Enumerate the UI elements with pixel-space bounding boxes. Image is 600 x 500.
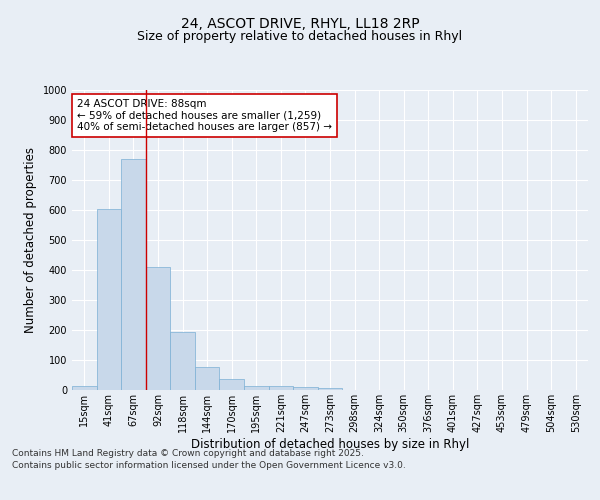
Bar bbox=[269, 386, 293, 390]
Text: 24, ASCOT DRIVE, RHYL, LL18 2RP: 24, ASCOT DRIVE, RHYL, LL18 2RP bbox=[181, 18, 419, 32]
Text: 24 ASCOT DRIVE: 88sqm
← 59% of detached houses are smaller (1,259)
40% of semi-d: 24 ASCOT DRIVE: 88sqm ← 59% of detached … bbox=[77, 99, 332, 132]
Bar bbox=[244, 386, 269, 390]
Y-axis label: Number of detached properties: Number of detached properties bbox=[24, 147, 37, 333]
Bar bbox=[146, 267, 170, 390]
Bar bbox=[97, 208, 121, 390]
X-axis label: Distribution of detached houses by size in Rhyl: Distribution of detached houses by size … bbox=[191, 438, 469, 450]
Bar bbox=[293, 387, 318, 390]
Text: Contains public sector information licensed under the Open Government Licence v3: Contains public sector information licen… bbox=[12, 461, 406, 470]
Text: Contains HM Land Registry data © Crown copyright and database right 2025.: Contains HM Land Registry data © Crown c… bbox=[12, 448, 364, 458]
Bar bbox=[121, 159, 146, 390]
Text: Size of property relative to detached houses in Rhyl: Size of property relative to detached ho… bbox=[137, 30, 463, 43]
Bar bbox=[220, 379, 244, 390]
Bar bbox=[318, 388, 342, 390]
Bar bbox=[170, 332, 195, 390]
Bar bbox=[195, 366, 220, 390]
Bar bbox=[72, 386, 97, 390]
